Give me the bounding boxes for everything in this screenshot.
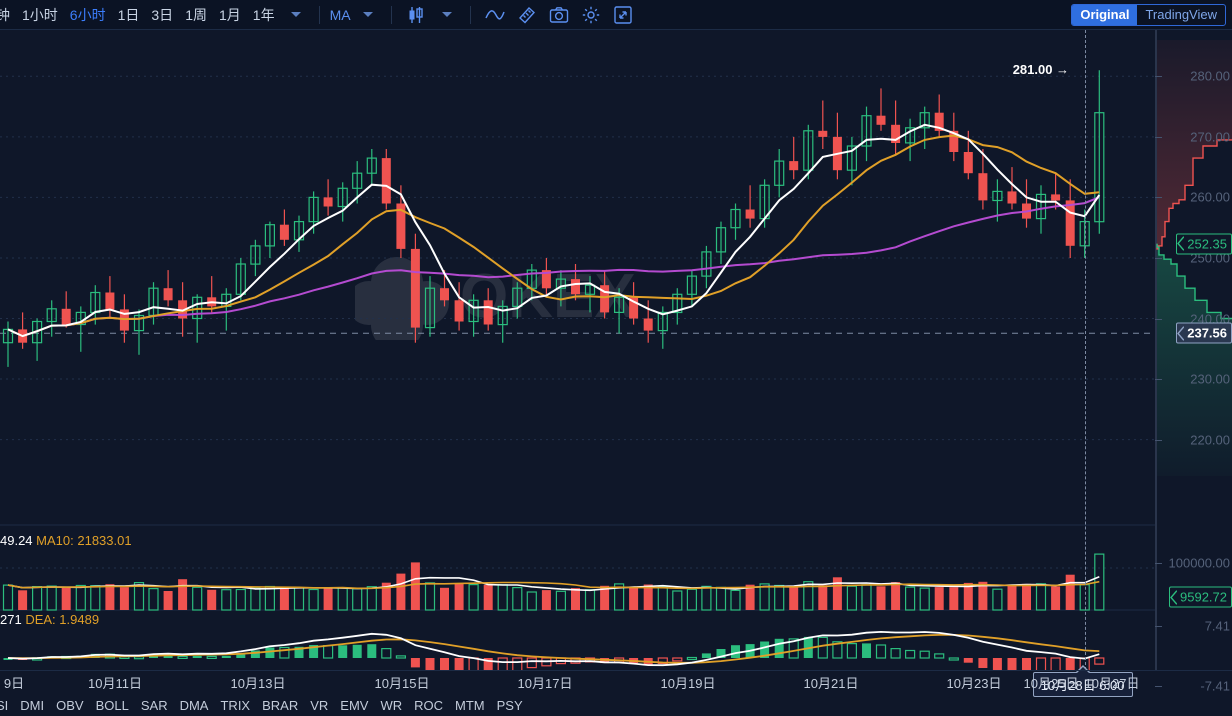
indicator-tab-si[interactable]: SI [0, 697, 9, 713]
time-axis-label: 9日 [3, 676, 25, 691]
price-axis-label: 220.00 [1190, 432, 1230, 448]
macd-legend: 271 DEA: 1.9489 [0, 612, 99, 627]
time-axis-label: 10月19日 [660, 676, 716, 691]
status-badge-last-price: 252.35 [1176, 233, 1232, 255]
chart-canvas-area[interactable]: OKEX 281.00 → 49.24 MA10: 21833.01 271 D… [0, 30, 1232, 694]
timeframe-1w[interactable]: 1周 [185, 6, 207, 23]
timeframe-3d[interactable]: 3日 [151, 6, 174, 23]
macd-axis-label-neg: -7.41 [1200, 678, 1230, 694]
volume-legend: 49.24 MA10: 21833.01 [0, 533, 132, 548]
crosshair-vertical-line [1084, 30, 1086, 670]
status-badge-crosshair-price: 237.56 [1176, 322, 1232, 344]
timeframe-1mo[interactable]: 1月 [218, 6, 241, 23]
candlestick-series [0, 70, 1155, 670]
fullscreen-icon[interactable] [610, 2, 636, 28]
macd-axis-label-pos: 7.41 [1204, 618, 1230, 634]
toolbar-divider-3 [469, 5, 471, 24]
indicator-tab-wr[interactable]: WR [380, 697, 403, 713]
price-scale-axis[interactable]: 280.00 270.00 260.00 250.00 240.00 230.00 220.… [1155, 30, 1232, 694]
market-depth-chart [1155, 30, 1232, 670]
badge-notch-icon [1177, 236, 1185, 251]
price-plot[interactable]: OKEX 281.00 → 49.24 MA10: 21833.01 271 D… [0, 30, 1155, 670]
time-axis-label: 10月11日 [88, 676, 142, 691]
timeframe-15m[interactable]: 钟 [0, 6, 10, 23]
price-axis-label: 280.00 [1190, 68, 1230, 84]
time-axis-label: 10月13日 [230, 676, 286, 691]
time-axis-label: 10月21日 [803, 676, 859, 691]
chart-type-chevron-down-icon[interactable] [441, 12, 452, 17]
indicator-tab-vr[interactable]: VR [310, 697, 329, 713]
gear-icon[interactable] [578, 2, 604, 28]
time-axis-label: 10月15日 [374, 676, 430, 691]
price-axis-label: 240.00 [1190, 311, 1230, 326]
price-annotation-label: 281.00 → [1012, 62, 1070, 78]
indicator-tab-obv[interactable]: OBV [56, 697, 84, 713]
time-axis-label: 10月23日 [946, 676, 1002, 691]
price-axis-label: 270.00 [1190, 129, 1230, 145]
badge-notch-icon [1170, 590, 1177, 604]
indicator-tab-dmi[interactable]: DMI [20, 697, 45, 713]
indicator-tab-trix[interactable]: TRIX [220, 697, 251, 713]
axis-tick [1155, 379, 1162, 380]
indicator-tab-mtm[interactable]: MTM [455, 697, 485, 713]
price-axis-label: 250.00 [1190, 250, 1230, 266]
macd-legend-value: 271 [0, 612, 22, 627]
ruler-icon[interactable] [514, 2, 540, 28]
time-axis-label: 10月27日 [1084, 676, 1140, 691]
toolbar-divider-1 [318, 5, 320, 24]
axis-tick [1155, 563, 1162, 564]
axis-tick [1155, 686, 1162, 687]
timeframe-1h[interactable]: 1小时 [22, 6, 58, 23]
axis-tick [1155, 439, 1162, 441]
axis-tick [1155, 626, 1162, 627]
ma-chevron-down-icon[interactable] [362, 12, 373, 17]
camera-icon[interactable] [546, 2, 572, 28]
volume-axis-label: 100000.00 [1168, 555, 1230, 571]
chart-source-toggle[interactable]: Original TradingView [1071, 4, 1226, 26]
volume-legend-ma10: MA10: 21833.01 [36, 533, 132, 548]
crosshair-time-tooltip: 10月28日 6:00 [1032, 665, 1133, 697]
timeframe-1y[interactable]: 1年 [252, 6, 275, 23]
indicator-tab-emv[interactable]: EMV [340, 697, 369, 713]
toggle-option-original[interactable]: Original [1072, 5, 1138, 25]
indicator-tab-roc[interactable]: ROC [414, 697, 444, 713]
indicator-tab-dma[interactable]: DMA [179, 697, 209, 713]
badge-notch-icon [1177, 326, 1185, 341]
macd-legend-dea: DEA: 1.9489 [25, 612, 100, 627]
axis-tick [1155, 318, 1162, 320]
candlestick-type-icon[interactable] [403, 2, 429, 28]
time-axis[interactable]: 9日 10月11日 10月13日 10月15日 10月17日 10月19日 10月21日 10… [0, 670, 1232, 692]
axis-tick [1155, 258, 1162, 259]
timeframe-6h[interactable]: 6小时 [69, 6, 106, 23]
axis-tick [1155, 136, 1162, 138]
axis-tick [1155, 76, 1162, 78]
timeframe-1d[interactable]: 1日 [117, 6, 140, 23]
indicator-tab-brar[interactable]: BRAR [262, 697, 299, 713]
ma-indicator-button[interactable]: MA [329, 6, 351, 23]
indicator-tab-psy[interactable]: PSY [496, 697, 523, 713]
line-style-icon[interactable] [482, 2, 508, 28]
status-badge-volume: 9592.72 [1169, 586, 1232, 608]
price-axis-label: 260.00 [1190, 189, 1230, 205]
axis-tick [1155, 197, 1162, 199]
indicator-tab-boll[interactable]: BOLL [95, 697, 129, 713]
chart-toolbar: 钟 1小时 6小时 1日 3日 1周 1月 1年 MA [0, 0, 1232, 30]
toggle-option-tradingview[interactable]: TradingView [1145, 7, 1217, 22]
indicator-tab-bar[interactable]: SI DMI OBV BOLL SAR DMA TRIX BRAR VR EMV WR ROC MTM P… [0, 694, 1232, 716]
price-axis-label: 230.00 [1190, 371, 1230, 387]
indicator-tab-sar[interactable]: SAR [140, 697, 168, 713]
toolbar-divider-2 [390, 5, 392, 24]
timeframe-more-chevron-down-icon[interactable] [290, 12, 301, 17]
volume-legend-value: 49.24 [0, 533, 33, 548]
time-axis-label: 10月17日 [517, 676, 573, 691]
time-axis-label: 10月25日 [1023, 676, 1079, 691]
